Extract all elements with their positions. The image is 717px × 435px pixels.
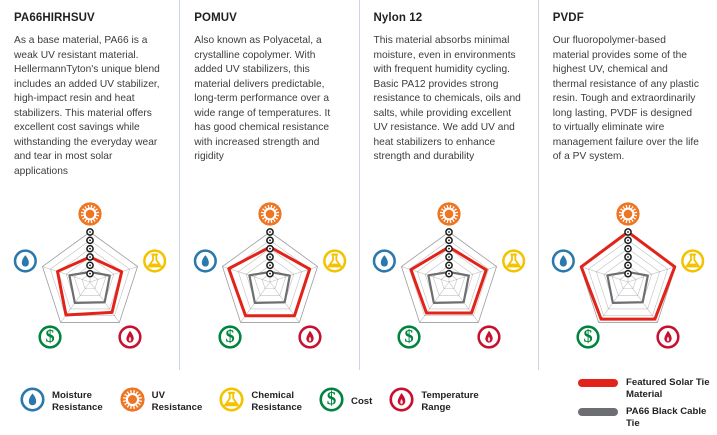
axis-cost-dollar-icon: $ <box>38 325 62 349</box>
radar-chart-0: $ <box>0 194 179 364</box>
series-legend: Featured Solar Tie Material PA66 Black C… <box>578 377 717 435</box>
radar-chart-2: $ <box>360 194 539 364</box>
legend-label: Cost <box>351 396 373 407</box>
material-column-3: PVDF Our fluoropolymer-based material pr… <box>537 0 717 370</box>
column-title: Nylon 12 <box>373 12 423 24</box>
legend-item-cost: $ Cost <box>319 387 372 417</box>
axis-moisture-droplet-icon <box>552 249 576 273</box>
axis-uv-sun-icon <box>258 202 282 226</box>
legend-label: Chemical Resistance <box>251 390 303 413</box>
material-column-1: POMUV Also known as Polyacetal, a crysta… <box>179 0 358 370</box>
axis-cost-dollar-icon: $ <box>576 325 600 349</box>
material-columns: PA66HIRHSUV As a base material, PA66 is … <box>0 0 717 370</box>
svg-text:$: $ <box>584 326 593 346</box>
svg-text:$: $ <box>225 326 234 346</box>
column-description: Our fluoropolymer-based material provide… <box>552 35 699 163</box>
series-legend-label: Featured Solar Tie Material <box>626 377 710 400</box>
cost-dollar-icon: $ <box>319 387 344 417</box>
axis-uv-sun-icon <box>437 202 461 226</box>
legend-label: Temperature Range <box>421 390 479 413</box>
axis-uv-sun-icon <box>77 202 102 226</box>
material-column-2: Nylon 12 This material absorbs minimal m… <box>358 0 539 370</box>
axis-chemical-flask-icon <box>142 249 166 273</box>
column-description: This material absorbs minimal moisture, … <box>373 35 521 163</box>
axis-temperature-flame-icon <box>656 325 680 349</box>
series-legend-row-featured: Featured Solar Tie Material <box>578 377 717 401</box>
axis-moisture-droplet-icon <box>13 249 37 273</box>
chemical-flask-icon <box>219 387 244 417</box>
column-title: POMUV <box>194 12 237 24</box>
axis-temperature-flame-icon <box>118 325 142 349</box>
radar-chart-1: $ <box>180 194 359 364</box>
featured-series-swatch <box>578 379 618 387</box>
axis-cost-dollar-icon: $ <box>218 325 242 349</box>
column-title: PVDF <box>552 12 584 24</box>
axis-uv-sun-icon <box>616 202 641 226</box>
axis-cost-dollar-icon: $ <box>397 325 421 349</box>
column-description: As a base material, PA66 is a weak UV re… <box>14 35 160 177</box>
axis-temperature-flame-icon <box>298 325 322 349</box>
axis-chemical-flask-icon <box>681 249 705 273</box>
axis-chemical-flask-icon <box>502 249 526 273</box>
moisture-droplet-icon <box>20 387 45 417</box>
material-column-0: PA66HIRHSUV As a base material, PA66 is … <box>0 0 179 370</box>
axis-moisture-droplet-icon <box>372 249 397 273</box>
series-legend-row-baseline: PA66 Black Cable Tie <box>578 406 717 430</box>
baseline-series-swatch <box>578 407 618 416</box>
legend-label: Moisture Resistance <box>52 390 103 413</box>
legend: Moisture Resistance UV Resistance Chemic… <box>0 370 717 434</box>
legend-item-temperature: Temperature Range <box>389 387 479 417</box>
legend-item-uv: UV Resistance <box>119 387 203 417</box>
axis-chemical-flask-icon <box>322 249 347 273</box>
svg-text:$: $ <box>45 326 54 346</box>
temperature-flame-icon <box>389 387 414 417</box>
series-legend-label: PA66 Black Cable Tie <box>626 405 707 429</box>
legend-item-chemical: Chemical Resistance <box>219 387 302 417</box>
legend-item-moisture: Moisture Resistance <box>20 387 103 417</box>
axis-moisture-droplet-icon <box>193 249 217 273</box>
axis-temperature-flame-icon <box>477 325 501 349</box>
uv-sun-icon <box>119 387 145 417</box>
column-description: Also known as Polyacetal, a crystalline … <box>194 35 331 163</box>
legend-label: UV Resistance <box>151 390 203 413</box>
radar-chart-3: $ <box>539 194 717 364</box>
svg-text:$: $ <box>327 389 337 410</box>
svg-text:$: $ <box>405 326 414 346</box>
column-title: PA66HIRHSUV <box>14 12 95 24</box>
legend-icon-list: Moisture Resistance UV Resistance Chemic… <box>0 387 496 417</box>
